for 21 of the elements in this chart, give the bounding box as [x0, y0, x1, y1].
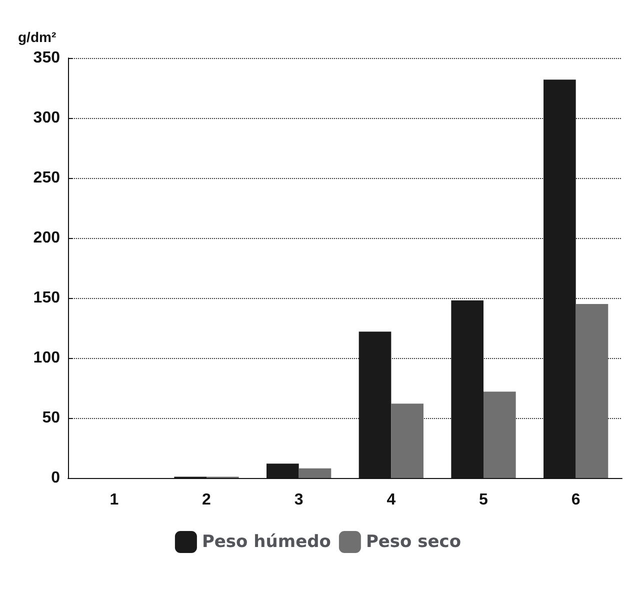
bar	[391, 404, 424, 478]
y-tick-label: 100	[33, 350, 60, 366]
x-tick-label: 5	[479, 492, 488, 508]
y-tick-label: 50	[42, 410, 60, 426]
y-tick-label: 200	[33, 230, 60, 246]
legend-label: Peso seco	[366, 532, 462, 552]
y-tick-label: 0	[51, 470, 60, 486]
y-tick-label: 250	[33, 170, 60, 186]
y-tick-label: 350	[33, 50, 60, 66]
x-tick-label: 6	[571, 492, 580, 508]
bar	[298, 468, 332, 478]
y-tick-label: 300	[33, 110, 60, 126]
x-tick-label: 1	[110, 492, 119, 508]
x-tick-label: 2	[202, 492, 212, 508]
x-tick-label: 3	[294, 492, 304, 508]
y-tick-label: 150	[33, 290, 60, 306]
y-axis-title: g/dm²	[18, 29, 56, 45]
x-tick-label: 4	[386, 492, 396, 508]
legend-label: Peso húmedo	[202, 532, 331, 552]
bar	[484, 392, 516, 478]
bar	[576, 304, 608, 478]
